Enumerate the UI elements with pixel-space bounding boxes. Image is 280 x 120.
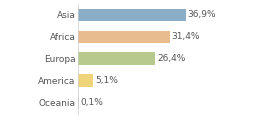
Text: 36,9%: 36,9% <box>187 10 216 19</box>
Bar <box>78 30 170 43</box>
Text: 31,4%: 31,4% <box>171 32 200 41</box>
Text: 0,1%: 0,1% <box>80 98 103 107</box>
Text: 26,4%: 26,4% <box>157 54 185 63</box>
Text: 5,1%: 5,1% <box>95 76 118 85</box>
Bar <box>78 52 155 65</box>
Bar <box>78 9 186 21</box>
Bar <box>78 74 93 87</box>
Bar <box>78 96 79 109</box>
